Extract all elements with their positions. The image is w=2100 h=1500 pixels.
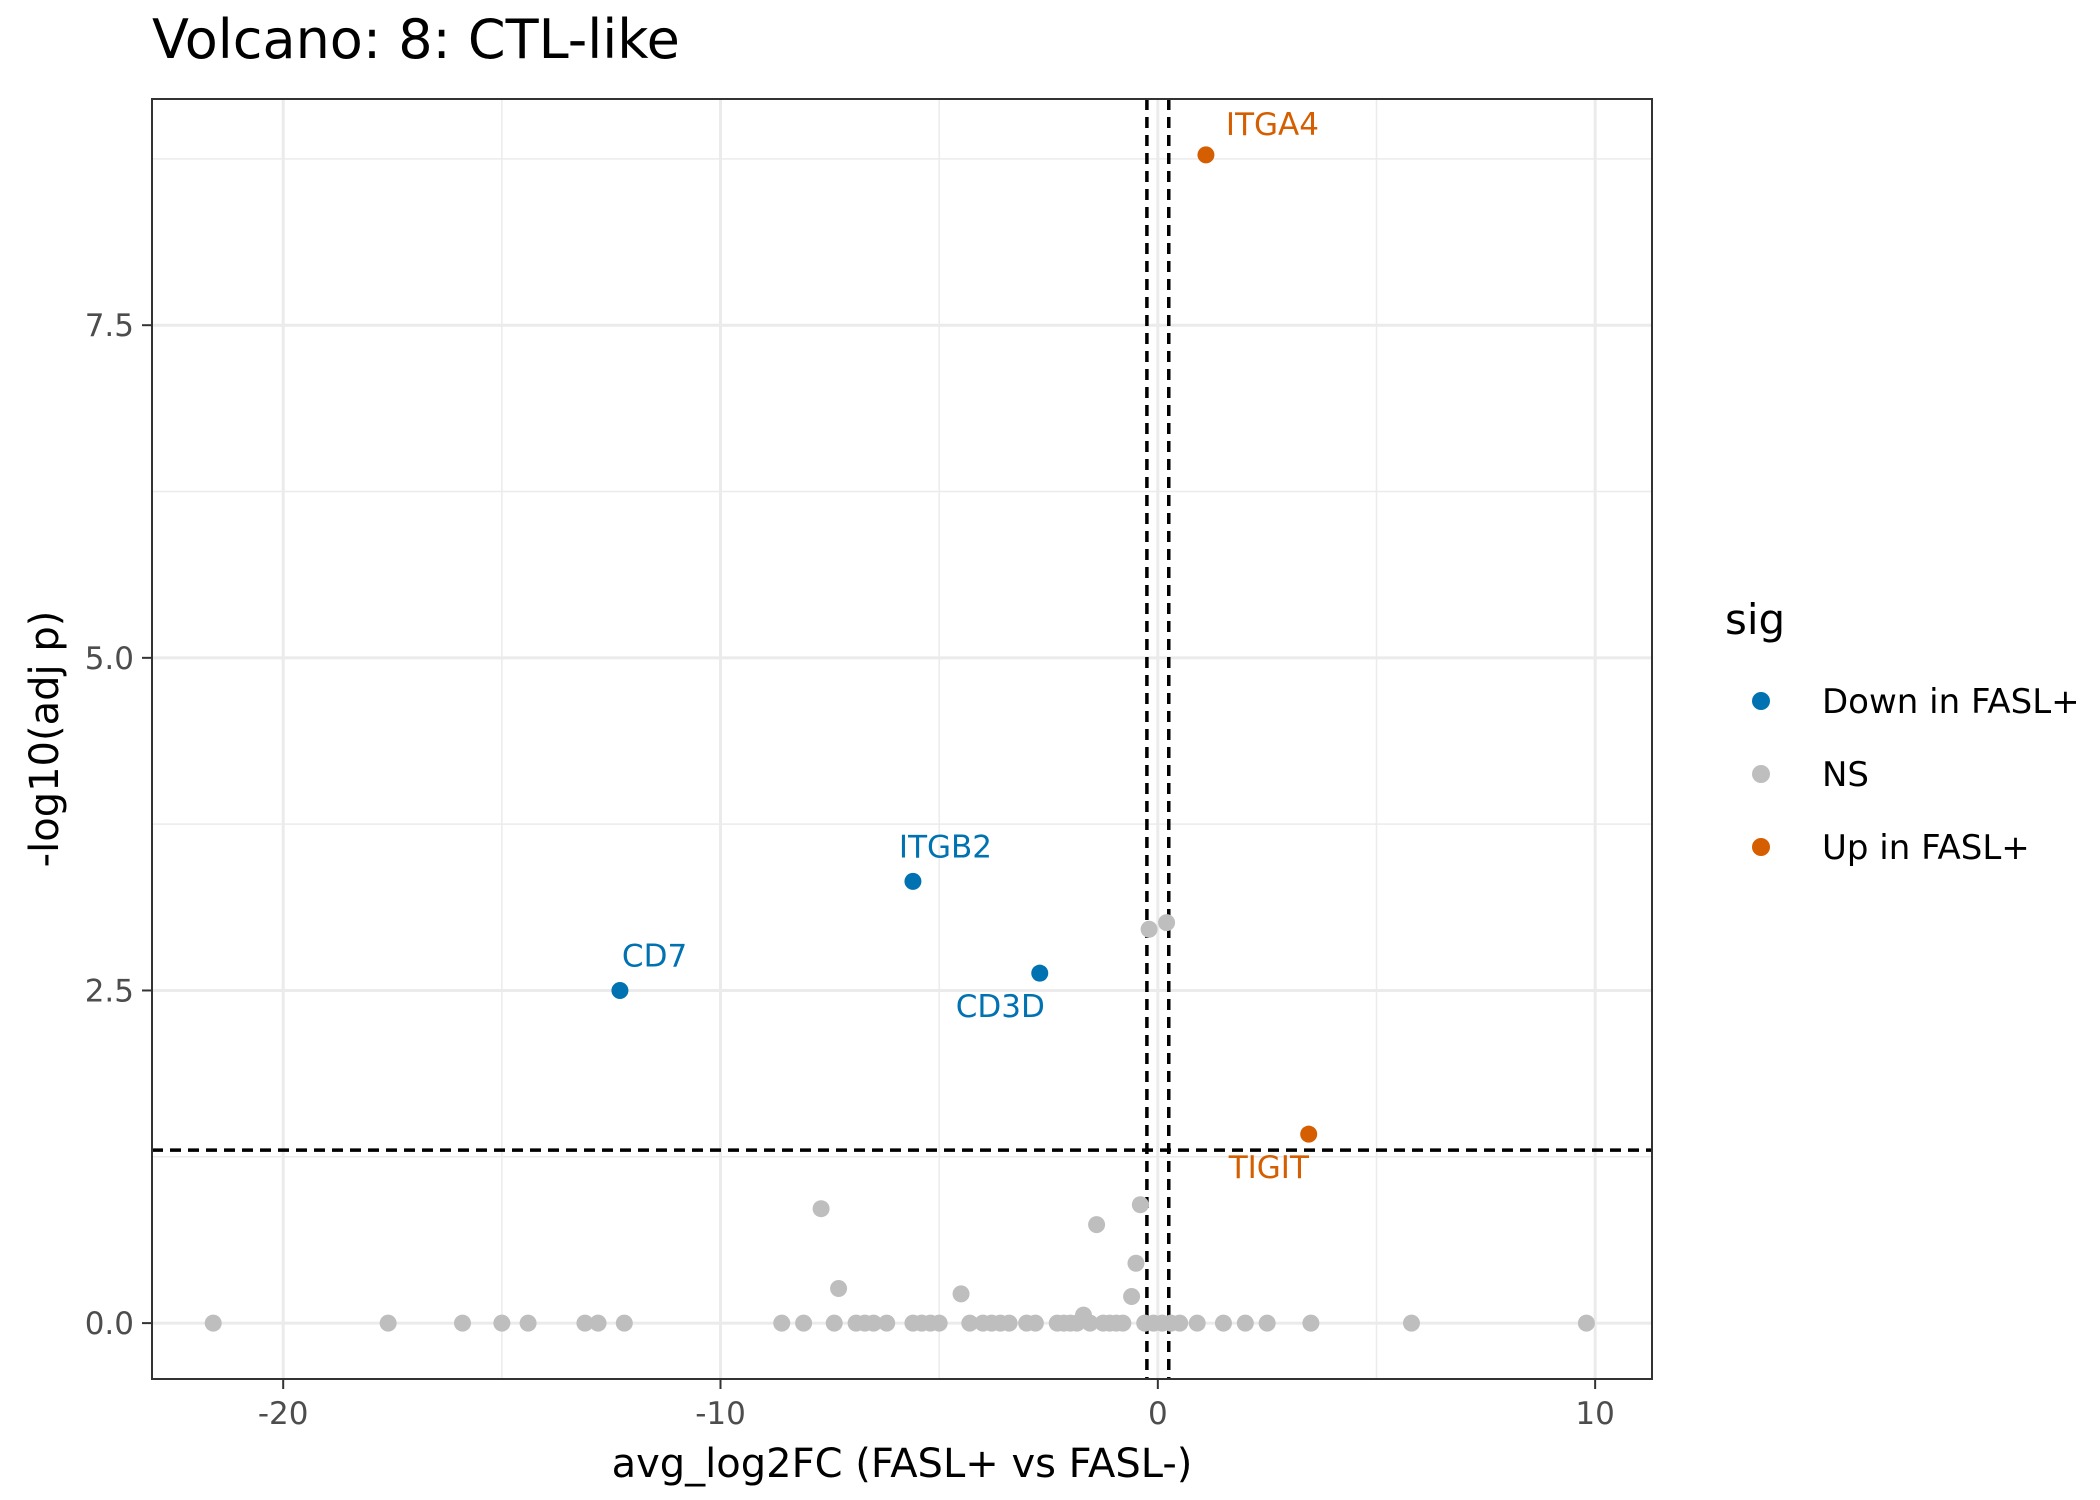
legend-label: NS <box>1822 755 1869 795</box>
ns-point <box>1258 1314 1276 1332</box>
legend-key <box>1752 838 1770 856</box>
ns-point <box>1214 1314 1232 1332</box>
grid-minor <box>152 99 1652 1379</box>
ns-point <box>1577 1314 1595 1332</box>
plot-background <box>152 99 1652 1379</box>
ns-point <box>589 1314 607 1332</box>
legend-label: Up in FASL+ <box>1822 828 2030 868</box>
gene-labels: CD7 ITGB2 CD3D ITGA4 TIGIT <box>622 107 1319 1186</box>
ns-point <box>1000 1314 1018 1332</box>
x-tick-label: 0 <box>1148 1396 1168 1432</box>
ns-point <box>1158 914 1176 932</box>
y-tick-label: 0.0 <box>85 1306 134 1342</box>
sig-point <box>1031 964 1049 982</box>
legend-entries: Down in FASL+ NS Up in FASL+ <box>1752 682 2080 868</box>
ns-point <box>453 1314 471 1332</box>
ns-point <box>812 1200 830 1218</box>
ns-point <box>1088 1216 1106 1234</box>
x-axis-title: avg_log2FC (FASL+ vs FASL-) <box>612 1441 1193 1487</box>
gene-label: ITGB2 <box>899 829 992 865</box>
legend: sig Down in FASL+ NS Up in FASL+ <box>1725 595 2080 868</box>
ns-point <box>878 1314 896 1332</box>
ns-point <box>1127 1254 1145 1272</box>
gene-label: ITGA4 <box>1226 107 1319 143</box>
ns-point <box>493 1314 511 1332</box>
x-axis: -20 -10 0 10 <box>258 1379 1615 1432</box>
ns-point <box>1302 1314 1320 1332</box>
ns-point <box>795 1314 813 1332</box>
ns-point <box>1140 920 1158 938</box>
sig-point <box>611 981 629 999</box>
y-tick-label: 2.5 <box>85 973 134 1009</box>
legend-label: Down in FASL+ <box>1822 682 2080 722</box>
ns-point <box>825 1314 843 1332</box>
gene-label: TIGIT <box>1228 1150 1310 1186</box>
legend-title: sig <box>1725 595 1785 644</box>
threshold-lines <box>152 99 1652 1379</box>
ns-point <box>1171 1314 1189 1332</box>
sig-point <box>904 872 922 890</box>
plot-border <box>151 98 1653 1380</box>
ns-point <box>930 1314 948 1332</box>
ns-point <box>773 1314 791 1332</box>
y-axis-title: -log10(adj p) <box>22 611 68 868</box>
ns-point <box>379 1314 397 1332</box>
plot-area: CD7 ITGB2 CD3D ITGA4 TIGIT <box>151 98 1653 1380</box>
ns-point <box>1236 1314 1254 1332</box>
y-tick-label: 5.0 <box>85 641 134 677</box>
ns-point <box>1188 1314 1206 1332</box>
legend-key <box>1752 692 1770 710</box>
ns-point <box>961 1314 979 1332</box>
x-tick-label: 10 <box>1575 1396 1614 1432</box>
ns-point <box>830 1280 848 1298</box>
ns-point <box>1402 1314 1420 1332</box>
grid-major <box>152 99 1652 1379</box>
x-tick-label: -20 <box>258 1396 309 1432</box>
legend-key <box>1752 765 1770 783</box>
ns-point <box>576 1314 594 1332</box>
ns-point <box>1026 1314 1044 1332</box>
sig-point <box>1197 146 1215 164</box>
gene-label: CD3D <box>956 989 1045 1025</box>
ns-point <box>1114 1314 1132 1332</box>
sig-point <box>1300 1125 1318 1143</box>
y-axis: 0.0 2.5 5.0 7.5 <box>85 308 152 1342</box>
ns-point <box>1123 1288 1141 1306</box>
ns-point <box>615 1314 633 1332</box>
chart-title: Volcano: 8: CTL-like <box>152 8 680 71</box>
ns-point <box>519 1314 537 1332</box>
ns-points <box>204 914 1595 1332</box>
significant-points <box>611 146 1318 1143</box>
ns-point <box>1131 1196 1149 1214</box>
gene-label: CD7 <box>622 938 687 974</box>
ns-point <box>204 1314 222 1332</box>
x-tick-label: -10 <box>695 1396 746 1432</box>
y-tick-label: 7.5 <box>85 308 134 344</box>
ns-point <box>1081 1314 1099 1332</box>
ns-point <box>952 1285 970 1303</box>
ns-point <box>865 1314 883 1332</box>
